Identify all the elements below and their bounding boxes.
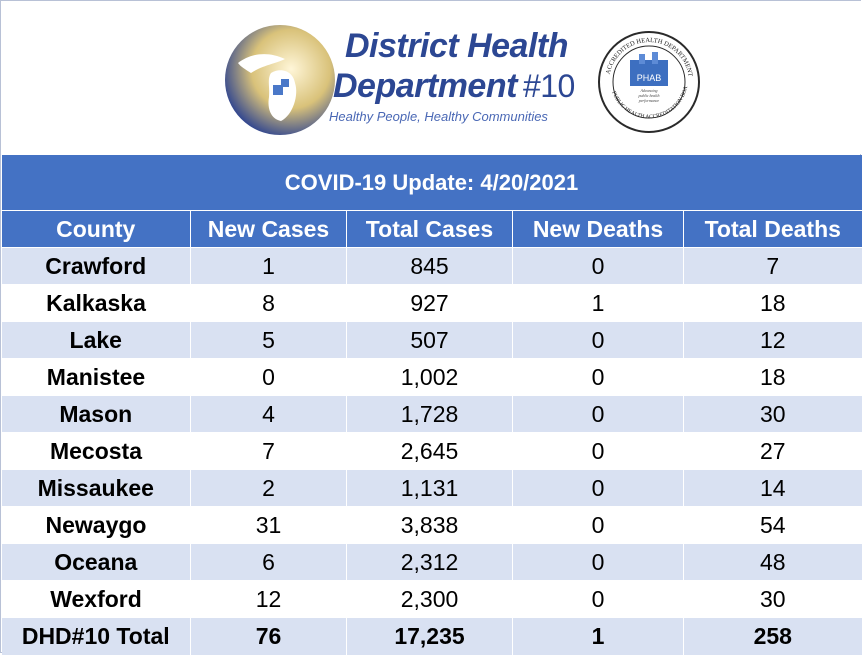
table-row: Mason 4 1,728 0 30 [1, 395, 862, 433]
table-row: Lake 5 507 0 12 [1, 321, 862, 359]
new-deaths-cell: 0 [512, 543, 684, 581]
new-deaths-cell: 0 [512, 506, 684, 544]
new-deaths-cell: 0 [512, 358, 684, 396]
county-cell: Missaukee [1, 469, 191, 507]
total-total-deaths-cell: 258 [682, 617, 862, 655]
total-deaths-cell: 18 [682, 284, 862, 322]
county-cell: Manistee [1, 358, 191, 396]
column-header-total-cases: Total Cases [346, 210, 513, 248]
seal-abbrev: PHAB [637, 73, 662, 83]
county-cell: Kalkaska [1, 284, 191, 322]
covid-update-table: COVID-19 Update: 4/20/2021 County New Ca… [1, 155, 862, 655]
new-cases-cell: 5 [190, 321, 347, 359]
total-cases-cell: 2,312 [346, 543, 513, 581]
county-cell: Mason [1, 395, 191, 433]
table-header-row: County New Cases Total Cases New Deaths … [1, 210, 862, 248]
total-cases-cell: 3,838 [346, 506, 513, 544]
total-cases-cell: 1,728 [346, 395, 513, 433]
new-cases-cell: 6 [190, 543, 347, 581]
total-total-cases-cell: 17,235 [346, 617, 513, 655]
new-cases-cell: 4 [190, 395, 347, 433]
total-new-deaths-cell: 1 [512, 617, 684, 655]
total-label-cell: DHD#10 Total [1, 617, 191, 655]
total-cases-cell: 507 [346, 321, 513, 359]
new-cases-cell: 2 [190, 469, 347, 507]
new-cases-cell: 12 [190, 580, 347, 618]
new-cases-cell: 8 [190, 284, 347, 322]
total-cases-cell: 2,645 [346, 432, 513, 470]
logo-tagline: Healthy People, Healthy Communities [329, 109, 548, 124]
total-cases-cell: 1,002 [346, 358, 513, 396]
logo-title-number: #10 [522, 68, 575, 104]
svg-text:Advancing: Advancing [639, 88, 657, 93]
county-cell: Oceana [1, 543, 191, 581]
column-header-new-deaths: New Deaths [512, 210, 684, 248]
total-cases-cell: 1,131 [346, 469, 513, 507]
new-deaths-cell: 0 [512, 395, 684, 433]
table-row: Newaygo 31 3,838 0 54 [1, 506, 862, 544]
county-cell: Mecosta [1, 432, 191, 470]
county-cell: Crawford [1, 247, 191, 285]
logo-title-line1: District Health [345, 27, 569, 65]
total-deaths-cell: 27 [682, 432, 862, 470]
column-header-total-deaths: Total Deaths [682, 210, 862, 248]
new-deaths-cell: 1 [512, 284, 684, 322]
svg-text:public health: public health [638, 93, 660, 98]
logo-title: District Health Department #10 [333, 26, 578, 106]
logo-title-line2: Department #10 [333, 66, 578, 106]
total-deaths-cell: 7 [682, 247, 862, 285]
table-row: Oceana 6 2,312 0 48 [1, 543, 862, 581]
total-cases-cell: 927 [346, 284, 513, 322]
total-deaths-cell: 48 [682, 543, 862, 581]
table-row: Kalkaska 8 927 1 18 [1, 284, 862, 322]
total-new-cases-cell: 76 [190, 617, 347, 655]
total-deaths-cell: 30 [682, 580, 862, 618]
header: District Health Department #10 Healthy Pe… [1, 1, 861, 154]
new-deaths-cell: 0 [512, 469, 684, 507]
new-deaths-cell: 0 [512, 580, 684, 618]
table-row: Missaukee 2 1,131 0 14 [1, 469, 862, 507]
total-deaths-cell: 30 [682, 395, 862, 433]
svg-text:performance: performance [638, 98, 660, 103]
total-cases-cell: 845 [346, 247, 513, 285]
michigan-logo-icon [225, 25, 335, 135]
total-deaths-cell: 54 [682, 506, 862, 544]
new-cases-cell: 7 [190, 432, 347, 470]
county-cell: Wexford [1, 580, 191, 618]
county-cell: Newaygo [1, 506, 191, 544]
new-cases-cell: 1 [190, 247, 347, 285]
column-header-county: County [1, 210, 191, 248]
dhd10-logo: District Health Department #10 Healthy Pe… [223, 23, 578, 138]
new-cases-cell: 31 [190, 506, 347, 544]
table-title: COVID-19 Update: 4/20/2021 [1, 155, 862, 211]
total-cases-cell: 2,300 [346, 580, 513, 618]
new-cases-cell: 0 [190, 358, 347, 396]
table-row: Mecosta 7 2,645 0 27 [1, 432, 862, 470]
county-cell: Lake [1, 321, 191, 359]
total-row: DHD#10 Total 76 17,235 1 258 [1, 617, 862, 655]
table-row: Wexford 12 2,300 0 30 [1, 580, 862, 618]
new-deaths-cell: 0 [512, 247, 684, 285]
total-deaths-cell: 18 [682, 358, 862, 396]
total-deaths-cell: 14 [682, 469, 862, 507]
total-deaths-cell: 12 [682, 321, 862, 359]
logo-title-department: Department [333, 67, 517, 105]
table-row: Manistee 0 1,002 0 18 [1, 358, 862, 396]
new-deaths-cell: 0 [512, 432, 684, 470]
table-row: Crawford 1 845 0 7 [1, 247, 862, 285]
new-deaths-cell: 0 [512, 321, 684, 359]
column-header-new-cases: New Cases [190, 210, 347, 248]
phab-accreditation-seal-icon: ACCREDITED HEALTH DEPARTMENT PUBLIC HEAL… [594, 30, 700, 133]
